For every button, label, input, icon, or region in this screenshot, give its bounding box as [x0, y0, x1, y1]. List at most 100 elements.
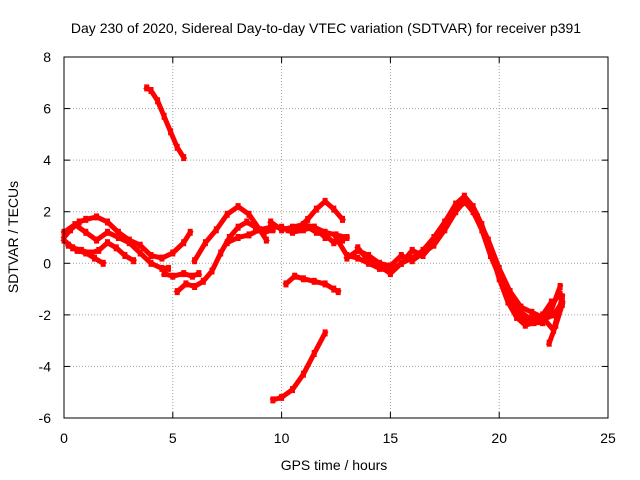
- data-point: [311, 350, 317, 357]
- data-point: [189, 272, 195, 280]
- series-track-2: [60, 221, 171, 272]
- data-point: [420, 252, 426, 259]
- data-point: [218, 249, 224, 257]
- data-point: [115, 228, 121, 236]
- data-point: [553, 321, 559, 329]
- data-point: [335, 288, 341, 296]
- data-point: [235, 234, 241, 241]
- data-point: [344, 234, 350, 241]
- y-axis-label: SDTVAR / TECUs: [5, 181, 21, 293]
- data-point: [181, 270, 187, 278]
- data-point: [540, 316, 546, 324]
- data-point: [155, 97, 161, 105]
- data-point: [100, 259, 106, 267]
- data-point: [474, 213, 480, 221]
- data-point: [159, 254, 165, 262]
- data-point: [548, 306, 554, 314]
- y-tick-label: 2: [43, 204, 51, 220]
- data-point: [453, 205, 459, 213]
- data-point: [331, 239, 337, 247]
- data-point: [311, 223, 317, 231]
- y-tick-label: -4: [39, 358, 52, 374]
- y-tick-label: 6: [43, 101, 51, 117]
- series-track-20: [545, 301, 566, 347]
- data-point: [137, 241, 143, 249]
- data-point: [137, 249, 143, 257]
- data-point: [409, 246, 415, 254]
- data-point: [387, 270, 393, 278]
- data-point: [387, 262, 393, 270]
- data-point: [300, 275, 306, 283]
- data-point: [296, 226, 302, 234]
- data-point: [159, 264, 165, 272]
- data-point: [161, 112, 167, 120]
- data-point: [131, 257, 137, 265]
- data-point: [285, 226, 291, 234]
- data-point: [246, 210, 252, 218]
- data-point: [170, 272, 176, 280]
- data-point: [270, 396, 276, 404]
- data-point: [174, 288, 180, 296]
- data-point: [488, 252, 493, 259]
- data-point: [442, 226, 448, 234]
- data-point: [148, 259, 154, 267]
- data-point: [431, 239, 437, 247]
- data-point: [213, 226, 219, 234]
- data-point: [485, 236, 491, 244]
- data-point: [76, 218, 82, 226]
- data-point: [174, 143, 180, 151]
- data-point: [559, 301, 565, 308]
- x-tick-label: 0: [60, 430, 68, 446]
- y-tick-label: 4: [43, 152, 51, 168]
- data-point: [268, 218, 274, 226]
- data-point: [235, 203, 241, 211]
- data-point: [290, 223, 295, 231]
- data-point: [507, 288, 513, 296]
- data-point: [366, 257, 372, 265]
- data-point: [461, 192, 467, 200]
- data-point: [181, 239, 187, 247]
- data-point: [300, 370, 306, 378]
- x-tick-label: 25: [600, 430, 616, 446]
- data-point: [355, 254, 361, 262]
- x-tick-label: 10: [274, 430, 290, 446]
- series-track-14: [269, 329, 329, 404]
- data-point: [202, 239, 208, 247]
- series-track-13: [282, 272, 342, 296]
- data-point: [453, 200, 459, 208]
- data-point: [148, 87, 154, 94]
- data-point: [292, 272, 298, 280]
- data-point: [518, 303, 524, 311]
- data-point: [115, 234, 121, 241]
- data-point: [548, 298, 554, 306]
- data-point: [122, 252, 128, 259]
- data-point: [331, 285, 337, 293]
- data-point: [290, 386, 295, 394]
- data-point: [522, 321, 528, 329]
- series-track-4: [64, 241, 107, 267]
- data-point: [305, 215, 311, 223]
- data-point: [170, 249, 176, 257]
- data-point: [279, 393, 285, 401]
- data-point: [72, 221, 78, 229]
- data-point: [331, 205, 337, 213]
- data-point: [557, 283, 563, 290]
- series-track-19: [528, 298, 555, 327]
- data-point: [183, 280, 189, 288]
- series-track-12: [285, 223, 351, 247]
- axis-ticks: 0 5 10 15 20 25 -6 -4 -2 0 2 4 6 8: [39, 49, 616, 446]
- data-point: [168, 128, 174, 136]
- data-point: [559, 293, 565, 301]
- data-point: [161, 270, 167, 278]
- data-point: [355, 244, 361, 252]
- plot-frame: [63, 56, 609, 419]
- data-point: [246, 231, 252, 239]
- data-point: [96, 246, 102, 254]
- data-point: [540, 311, 546, 319]
- series-track-6: [160, 270, 203, 280]
- series-track-5: [143, 84, 188, 162]
- data-point: [181, 154, 187, 162]
- data-layer: [60, 84, 566, 404]
- data-point: [322, 280, 328, 288]
